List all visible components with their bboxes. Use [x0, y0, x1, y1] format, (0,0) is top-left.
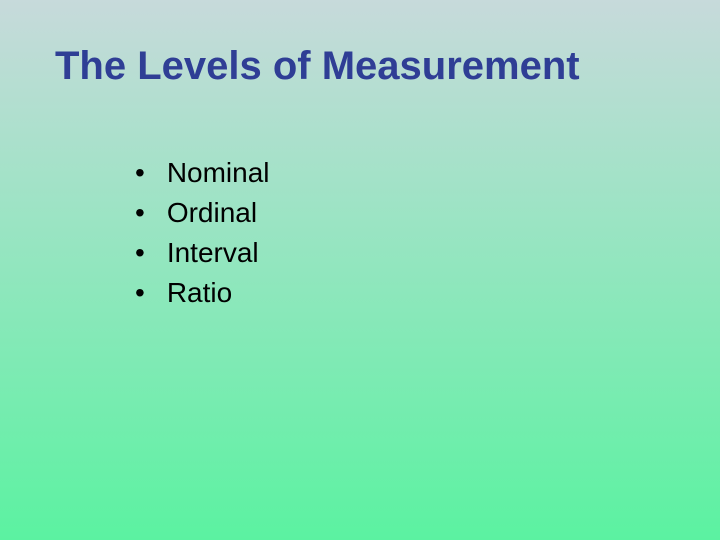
bullet-marker-icon: • — [135, 193, 145, 233]
list-item: • Ordinal — [135, 193, 270, 233]
bullet-marker-icon: • — [135, 233, 145, 273]
bullet-list: • Nominal • Ordinal • Interval • Ratio — [135, 153, 270, 313]
bullet-text: Nominal — [167, 153, 270, 193]
slide: The Levels of Measurement • Nominal • Or… — [0, 0, 720, 540]
bullet-marker-icon: • — [135, 273, 145, 313]
bullet-text: Ratio — [167, 273, 232, 313]
bullet-text: Interval — [167, 233, 259, 273]
bullet-marker-icon: • — [135, 153, 145, 193]
list-item: • Nominal — [135, 153, 270, 193]
list-item: • Ratio — [135, 273, 270, 313]
list-item: • Interval — [135, 233, 270, 273]
slide-title: The Levels of Measurement — [55, 44, 580, 89]
bullet-text: Ordinal — [167, 193, 257, 233]
